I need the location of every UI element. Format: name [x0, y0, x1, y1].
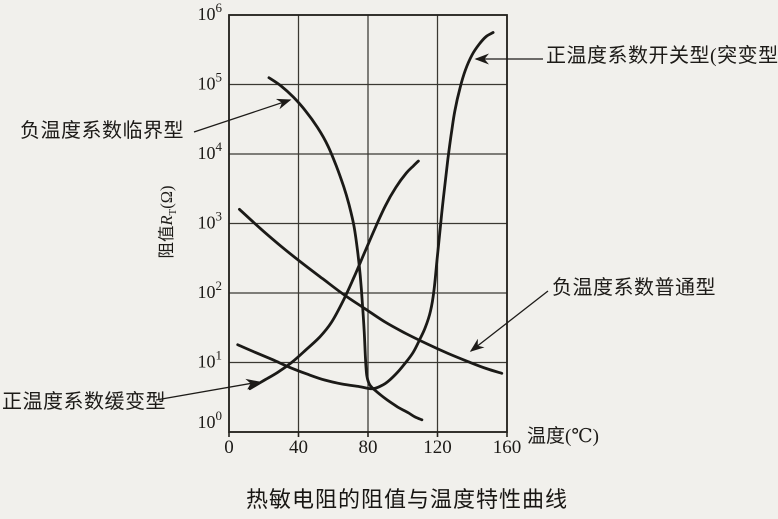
y-tick-label: 106 [198, 0, 223, 24]
annotation-arrow-ptc-gradual [155, 378, 261, 401]
curve-ptc-switching [236, 31, 495, 391]
annotation-label: 正温度系数缓变型 [2, 391, 166, 413]
y-tick-label: 102 [198, 278, 223, 302]
y-tick-label: 103 [198, 209, 223, 233]
thermistor-characteristics-chart: 0 40 80 120 160 100 101 102 103 104 105 106 温度(℃) 阻值R… [155, 0, 599, 458]
annotation-arrow-ntc-ordinary [469, 290, 549, 352]
annotation-ptc-switching: 正温度系数开关型(突变型) [546, 46, 778, 67]
y-tick-label: 100 [198, 408, 223, 432]
annotation-label: 正温度系数开关型(突变型) [546, 45, 778, 67]
annotation-ptc-gradual: 正温度系数缓变型 [2, 392, 166, 413]
x-tick-label: 160 [493, 437, 522, 458]
y-axis-label: 阻值RT(Ω) [157, 185, 179, 258]
y-tick-label: 104 [198, 139, 223, 163]
y-tick-label: 101 [198, 348, 223, 372]
y-tick-label: 105 [198, 70, 223, 94]
x-tick-label: 120 [423, 437, 452, 458]
curve-ptc-gradual [248, 159, 420, 391]
annotation-ntc-ordinary: 负温度系数普通型 [552, 278, 716, 299]
annotation-label: 负温度系数临界型 [20, 120, 184, 142]
annotation-arrow-ntc-critical [193, 98, 292, 133]
curve-ntc-ordinary [238, 207, 504, 375]
figure-caption: 热敏电阻的阻值与温度特性曲线 [245, 487, 569, 512]
x-axis-label: 温度(℃) [527, 425, 599, 447]
curve-ntc-critical [267, 76, 424, 422]
x-tick-label: 80 [359, 437, 378, 458]
annotation-label: 负温度系数普通型 [552, 277, 716, 299]
x-tick-label: 0 [224, 437, 234, 458]
x-tick-label: 40 [289, 437, 308, 458]
annotation-ntc-critical: 负温度系数临界型 [20, 121, 184, 142]
